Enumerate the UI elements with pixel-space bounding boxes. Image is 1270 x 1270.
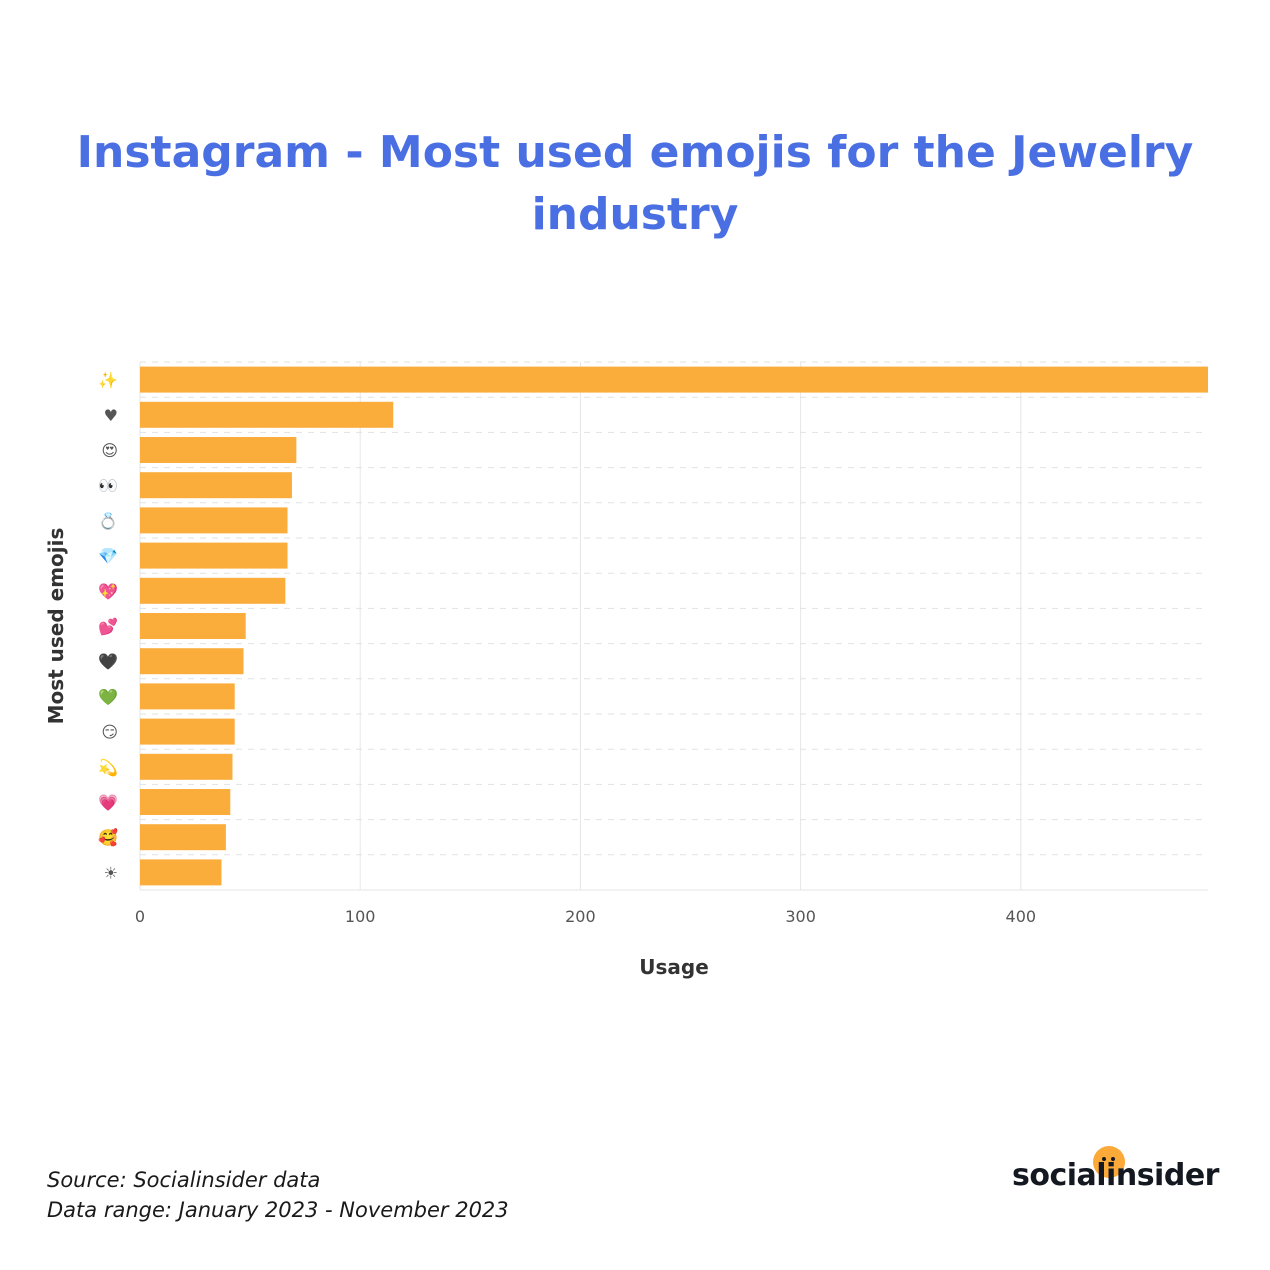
y-tick-labels: ✨ ♥ 😍 👀 💍 💎 💖 💕 🖤 💚 😏 💫 💗 🥰 ☀ [98,371,118,883]
x-tick-label: 300 [785,907,816,926]
y-tick-label: 💚 [98,687,118,706]
x-tick-label: 400 [1006,907,1037,926]
bar [140,859,222,886]
y-tick-label: 💗 [98,793,118,812]
bars [140,366,1208,886]
bar [140,789,231,815]
y-tick-label: ✨ [98,371,118,390]
y-tick-label: 👀 [98,476,118,495]
y-tick-label: ☀ [104,863,118,882]
bar [140,613,246,639]
bar [140,401,394,428]
y-tick-label: 😏 [101,723,118,742]
y-tick-label: 💍 [98,511,118,530]
bar [140,366,1208,393]
smiley-dot-icon [1093,1146,1125,1178]
y-tick-label: 💫 [98,758,118,778]
bar [140,542,288,569]
y-tick-label: 💕 [98,617,118,636]
bar [140,718,235,745]
source-text: Source: Socialinsider data [47,1168,321,1192]
y-tick-label: 💎 [98,547,118,566]
x-axis-label: Usage [639,955,709,979]
y-tick-label: 🥰 [98,828,118,847]
y-axis-label: Most used emojis [44,528,68,725]
bar [140,824,226,851]
y-tick-label: 🖤 [98,652,118,671]
x-tick-labels: 0 100 200 300 400 [135,907,1036,926]
footer: Source: Socialinsider data Data range: J… [47,1165,509,1225]
y-tick-label: 😍 [101,441,118,460]
x-tick-label: 0 [135,907,145,926]
grid [139,361,1208,891]
bar [140,437,297,463]
bar [140,683,235,710]
bar [140,577,286,604]
brand-logo: socialinsider [1012,1158,1219,1193]
bar [140,472,292,499]
y-tick-label: 💖 [98,582,118,601]
x-tick-label: 200 [565,907,596,926]
y-tick-label: ♥ [104,406,118,425]
bar [140,648,244,675]
x-tick-label: 100 [345,907,376,926]
data-range-text: Data range: January 2023 - November 2023 [47,1198,509,1222]
bar [140,507,288,534]
chart-title: Instagram - Most used emojis for the Jew… [76,127,1194,240]
bar [140,753,233,780]
